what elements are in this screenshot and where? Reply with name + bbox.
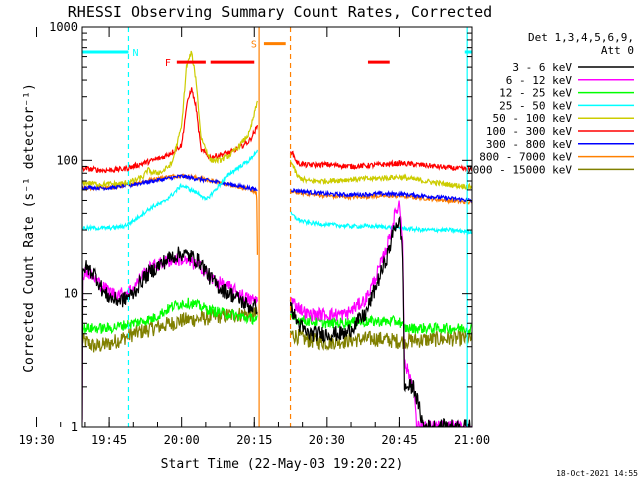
series-line-100-300-kev-part2: [289, 150, 472, 173]
legend-header-line2: Att 0: [601, 44, 634, 57]
series-line-300-800-kev-part2: [289, 187, 472, 203]
footer-timestamp: 18-Oct-2021 14:55: [556, 469, 638, 478]
y-tick-label: 10: [64, 287, 78, 301]
series-line-6-12-kev-part2: [289, 200, 472, 427]
legend-header-line1: Det 1,3,4,5,6,9,: [528, 31, 634, 44]
x-tick-label: 19:30: [18, 433, 54, 447]
x-tick-label: 21:00: [454, 433, 490, 447]
y-tick-label: 100: [56, 153, 78, 167]
y-axis-label: Corrected Count Rate (s⁻¹ detector⁻¹): [22, 83, 37, 373]
series-line-12-25-kev-part2: [289, 313, 472, 336]
series-line-3-6-kev-part1: [82, 246, 258, 420]
series-line-50-100-kev-part2: [289, 160, 472, 190]
series-line-25-50-kev-part1: [82, 149, 258, 232]
plot-area: N F S: [82, 27, 472, 427]
x-tick-label: 20:15: [236, 433, 272, 447]
series-line-12-25-kev-part1: [82, 297, 258, 335]
legend-label-300-800-kev: 300 - 800 keV: [486, 138, 572, 151]
series-line-3-6-kev-part2: [289, 215, 472, 427]
x-tick-label: 20:30: [309, 433, 345, 447]
flag-label-n: N: [132, 48, 138, 59]
legend-label-7000-15000-kev: 7000 - 15000 keV: [466, 163, 572, 176]
y-tick-label: 1: [71, 420, 78, 434]
axes: 1 10 100 1000 19:30 19:45 20:00 20:15 20:30 20:45…: [18, 20, 490, 447]
legend-label-800-7000-kev: 800 - 7000 keV: [479, 151, 572, 164]
legend-label-100-300-kev: 100 - 300 keV: [486, 125, 572, 138]
flag-label-f: F: [165, 58, 171, 69]
legend-label-50-100-kev: 50 - 100 keV: [493, 112, 573, 125]
legend-label-6-12-kev: 6 - 12 keV: [506, 74, 573, 87]
plot-frame: [81, 26, 473, 428]
legend-label-25-50-kev: 25 - 50 keV: [499, 99, 572, 112]
y-tick-label: 1000: [49, 20, 78, 34]
x-tick-label: 20:45: [381, 433, 417, 447]
series-line-300-800-kev-part1: [82, 174, 258, 193]
series-line-100-300-kev-part1: [82, 87, 258, 174]
x-tick-label: 20:00: [164, 433, 200, 447]
series-line-25-50-kev-part2: [290, 211, 472, 235]
series-line-800-7000-kev-part2: [290, 189, 472, 206]
legend-label-3-6-kev: 3 - 6 keV: [512, 61, 572, 74]
legend-label-12-25-kev: 12 - 25 keV: [499, 87, 572, 100]
series-line-7000-15000-kev-part1: [82, 306, 258, 353]
flag-label-s: S: [251, 40, 257, 51]
series-line-6-12-kev-part1: [82, 253, 258, 423]
x-tick-label: 19:45: [91, 433, 127, 447]
x-axis-label: Start Time (22-May-03 19:20:22): [161, 457, 404, 472]
chart-title: RHESSI Observing Summary Count Rates, Co…: [68, 3, 492, 21]
series-line-50-100-kev-part1: [82, 50, 258, 189]
